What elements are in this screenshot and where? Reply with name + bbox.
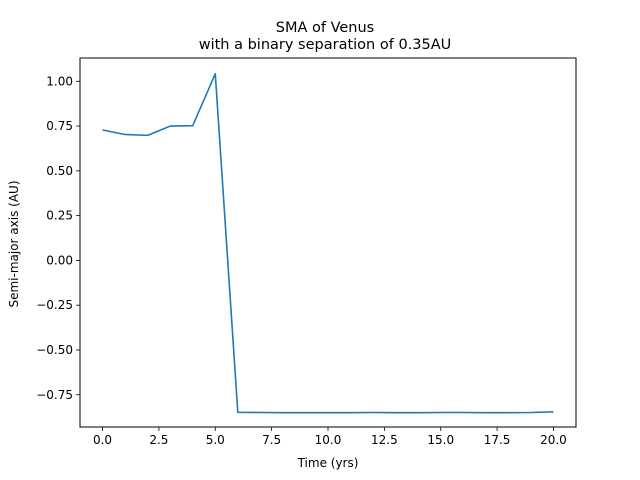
x-tick-label: 7.5 bbox=[262, 433, 281, 447]
y-axis-label: Semi-major axis (AU) bbox=[7, 180, 21, 307]
y-tick-label: −0.50 bbox=[36, 343, 73, 357]
y-tick-label: 0.75 bbox=[46, 119, 73, 133]
x-tick-label: 20.0 bbox=[540, 433, 567, 447]
series-line bbox=[102, 72, 554, 414]
y-tick-label: 1.00 bbox=[46, 74, 73, 88]
x-tick-label: 2.5 bbox=[149, 433, 168, 447]
x-tick-label: 10.0 bbox=[315, 433, 342, 447]
chart-title: SMA of Venus bbox=[276, 20, 374, 36]
x-axis-label: Time (yrs) bbox=[297, 456, 359, 470]
chart-subtitle: with a binary separation of 0.35AU bbox=[199, 37, 452, 53]
y-tick-label: 0.50 bbox=[46, 164, 73, 178]
x-tick-label: 15.0 bbox=[427, 433, 454, 447]
y-tick-label: −0.75 bbox=[36, 388, 73, 402]
x-tick-label: 0.0 bbox=[93, 433, 112, 447]
x-tick-label: 12.5 bbox=[371, 433, 398, 447]
x-tick-label: 5.0 bbox=[206, 433, 225, 447]
y-tick-label: 0.00 bbox=[46, 253, 73, 267]
y-tick-label: 0.25 bbox=[46, 209, 73, 223]
x-tick-label: 17.5 bbox=[484, 433, 511, 447]
y-tick-label: −0.25 bbox=[36, 298, 73, 312]
plot-area: 0.0 2.5 5.0 7.5 10.0 12.5 15.0 17.5 20.0 −0.75 −0.… bbox=[36, 57, 577, 447]
